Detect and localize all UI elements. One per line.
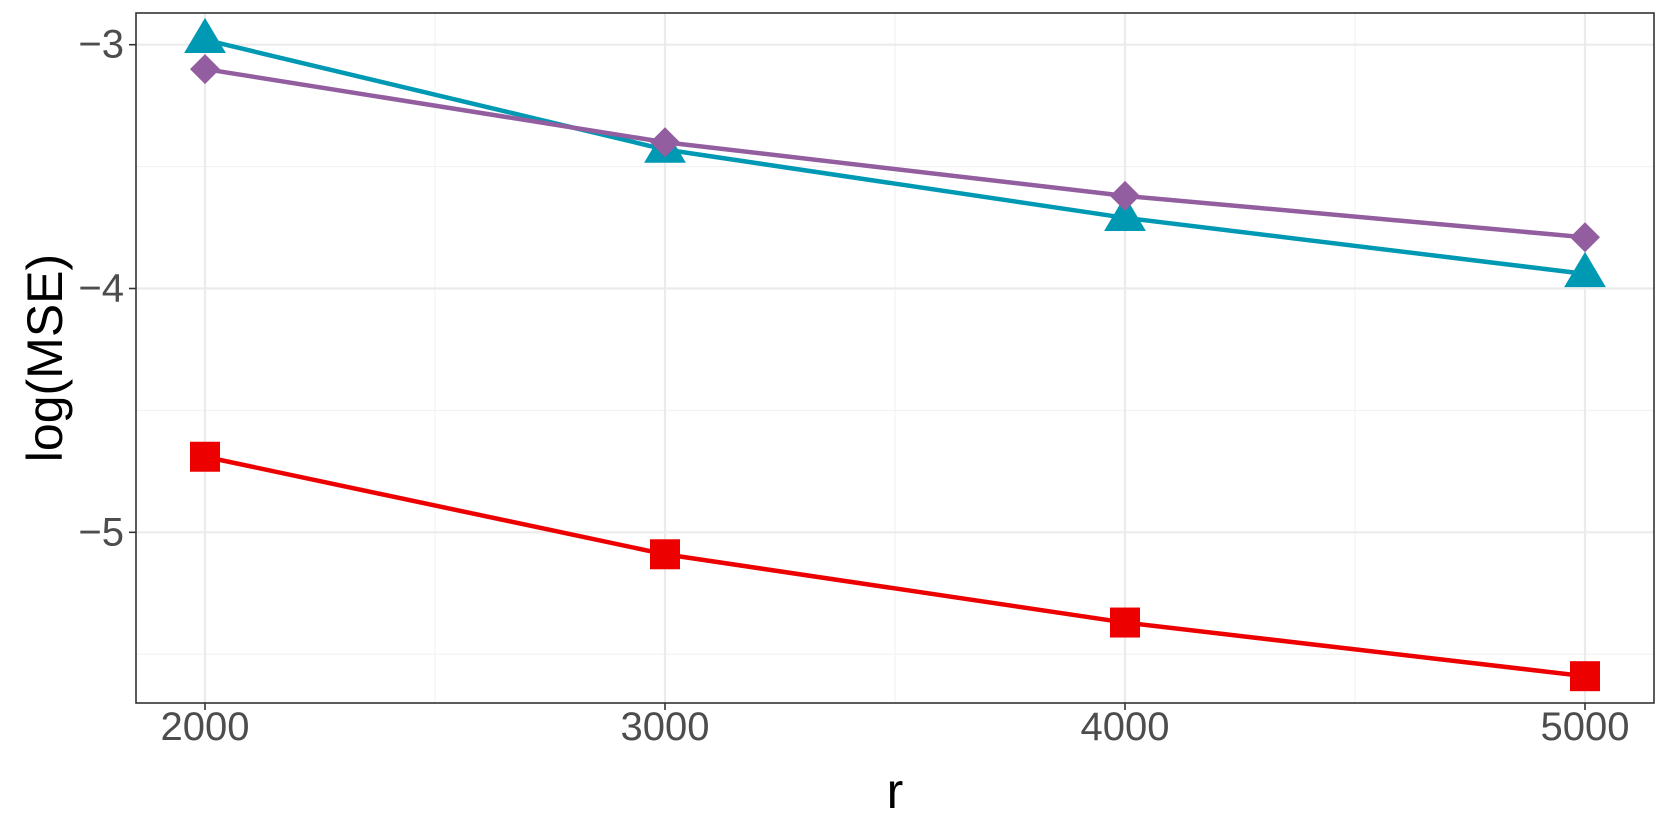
minor-gridlines	[136, 13, 1654, 703]
major-gridlines	[136, 13, 1654, 703]
data-point-diamond	[190, 54, 220, 85]
data-point-square	[1570, 661, 1600, 692]
data-point-square	[190, 441, 220, 472]
y-tick-label: −3	[78, 23, 124, 67]
series-line	[204, 454, 1586, 679]
data-point-square	[1110, 607, 1140, 638]
data-point-square	[650, 539, 680, 570]
series-square	[190, 441, 1600, 692]
x-axis: 2000 3000 4000 5000	[161, 703, 1630, 749]
data-point-diamond	[1570, 222, 1600, 253]
series-layer	[184, 17, 1606, 692]
series-line	[204, 66, 1586, 240]
series-diamond	[190, 54, 1600, 253]
data-point-triangle	[184, 17, 226, 54]
data-point-diamond	[650, 127, 680, 158]
data-point-triangle	[1104, 195, 1146, 232]
plot-panel-border	[135, 12, 1655, 704]
x-tick-label: 5000	[1541, 705, 1630, 749]
x-tick-label: 2000	[161, 705, 250, 749]
y-tick-label: −4	[78, 267, 124, 311]
data-point-triangle	[1564, 251, 1606, 288]
x-tick-label: 3000	[621, 705, 710, 749]
series-line	[204, 37, 1586, 277]
x-axis-title: r	[887, 763, 904, 819]
y-axis: −5 −4 −3	[78, 23, 136, 554]
y-axis-title: log(MSE)	[17, 254, 73, 462]
series-triangle	[184, 17, 1606, 288]
data-point-diamond	[1110, 180, 1140, 211]
x-tick-label: 4000	[1081, 705, 1170, 749]
y-tick-label: −5	[78, 510, 124, 554]
